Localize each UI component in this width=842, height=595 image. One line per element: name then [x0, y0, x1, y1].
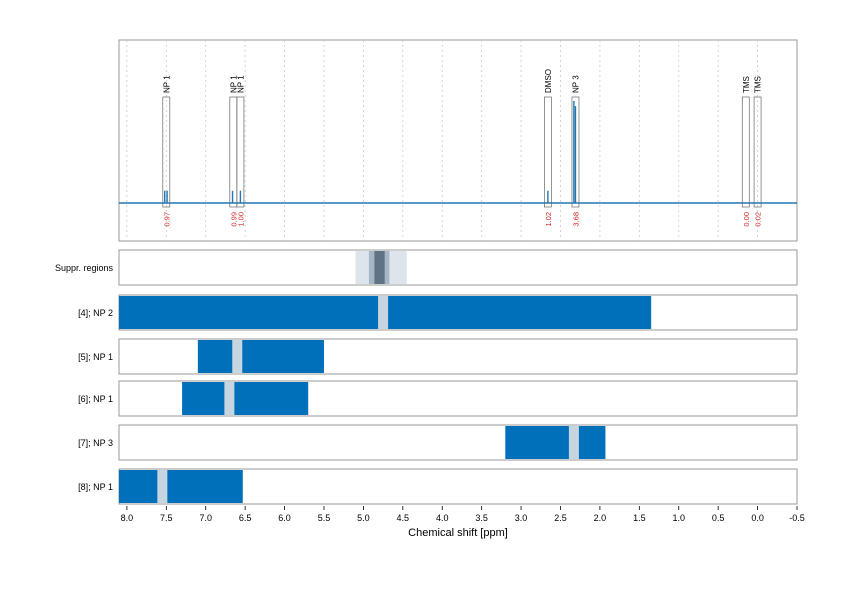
peak-integral-label: 1.00: [236, 212, 245, 227]
spectrum-panel: NP 1 0.97 NP 1 0.99 NP 1 1.00 DMSO 1.02 NP 3 3.68…: [118, 39, 798, 242]
peak-annotation-box: [236, 96, 245, 208]
peak-annotation-label: NP 3: [571, 75, 580, 93]
x-tick-label: 0.5: [712, 513, 725, 523]
x-tick-label: 8.0: [121, 513, 134, 523]
range-bar: [119, 470, 243, 503]
range-bar: [182, 382, 309, 415]
peak-annotation-box: [544, 96, 552, 208]
range-bar: [197, 340, 324, 373]
x-tick-label: 6.5: [239, 513, 252, 523]
peak-annotation-box: [571, 96, 580, 208]
x-axis: 8.0 7.5 7.0 6.5 6.0 5.5 5.0 4.5 4.0 3.5 3.0 2.5 2.0 1…: [121, 506, 805, 523]
x-tick-label: 2.0: [594, 513, 607, 523]
x-tick-label: 7.0: [199, 513, 212, 523]
peak-annotation-box: [741, 96, 750, 208]
peak-annotation-label: NP 1: [229, 75, 238, 93]
suppression-inner: [374, 251, 385, 284]
peak-annotation-box: [229, 96, 238, 208]
range-rows-panel: Suppr. regions [4]; NP 2 [5]; NP 1 [6]; NP …: [55, 249, 798, 505]
peak-integral-label: 3.68: [571, 212, 580, 227]
peak-annotation-label: NP 1: [162, 75, 171, 93]
x-tick-label: 3.5: [475, 513, 488, 523]
peak-integral-label: 0.00: [742, 212, 751, 227]
peak-annotation-label: TMS: [742, 76, 751, 93]
peak-annotation-box: [162, 96, 171, 208]
x-tick-label: 5.5: [318, 513, 331, 523]
peak-annotation-label: DMSO: [544, 69, 553, 93]
x-tick-label: 3.0: [515, 513, 528, 523]
peak-integral-label: 0.97: [162, 212, 171, 227]
peak-integral-label: 0.02: [754, 212, 763, 227]
peak-annotation-label: NP 1: [236, 75, 245, 93]
peak-annotation-box: [753, 96, 762, 208]
range-marker: [378, 296, 389, 329]
x-tick-label: 6.0: [278, 513, 291, 523]
x-tick-label: -0.5: [789, 513, 805, 523]
row-label: [5]; NP 1: [78, 352, 113, 362]
suppression-row-frame: [118, 249, 798, 286]
x-axis-label: Chemical shift [ppm]: [408, 527, 508, 539]
row-label: Suppr. regions: [55, 263, 114, 273]
peak-integral-label: 0.99: [229, 212, 238, 227]
row-label: [8]; NP 1: [78, 482, 113, 492]
row-label: [7]; NP 3: [78, 438, 113, 448]
range-marker: [568, 426, 579, 459]
x-tick-label: 5.0: [357, 513, 370, 523]
peak-annotation-label: TMS: [754, 76, 763, 93]
spectrum-frame: [118, 39, 798, 242]
row-label: [6]; NP 1: [78, 394, 113, 404]
row-label: [4]; NP 2: [78, 308, 113, 318]
x-tick-label: 1.0: [672, 513, 685, 523]
x-tick-label: 0.0: [751, 513, 764, 523]
range-marker: [224, 382, 235, 415]
x-tick-label: 2.5: [554, 513, 567, 523]
x-tick-label: 4.0: [436, 513, 449, 523]
x-tick-label: 4.5: [397, 513, 410, 523]
range-row-frame: [118, 424, 798, 461]
range-bar: [505, 426, 606, 459]
range-marker: [157, 470, 168, 503]
range-marker: [232, 340, 243, 373]
x-tick-label: 1.5: [633, 513, 646, 523]
peak-integral-label: 1.02: [544, 212, 553, 227]
x-tick-label: 7.5: [160, 513, 173, 523]
